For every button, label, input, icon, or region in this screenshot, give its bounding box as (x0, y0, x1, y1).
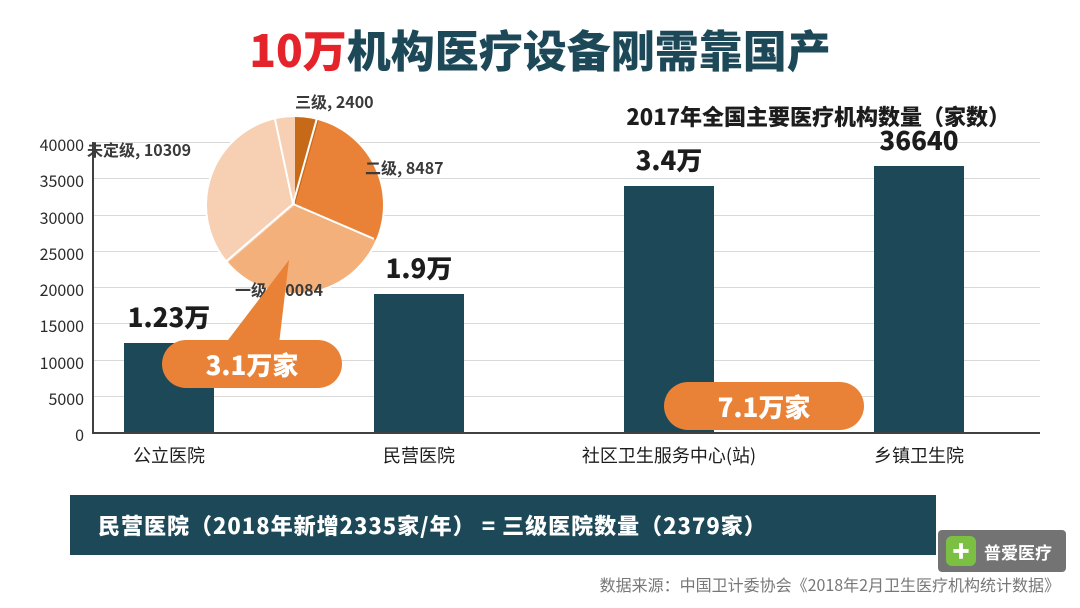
data-source: 数据来源：中国卫计委协会《2018年2月卫生医疗机构统计数据》 (600, 572, 1060, 596)
bar-value-label: 3.4万 (636, 141, 703, 178)
bar (374, 294, 464, 432)
page-title: 10万机构医疗设备刚需靠国产 (0, 16, 1080, 80)
y-tick-label: 35000 (24, 168, 84, 192)
pie-slice-label: 一级, 10084 (235, 277, 323, 301)
x-category-label: 乡镇卫生院 (874, 442, 964, 468)
callout-bubble: 3.1万家 (162, 340, 342, 388)
pie-slice-label: 未定级, 10309 (87, 137, 191, 161)
bar-value-label: 1.9万 (386, 249, 453, 286)
title-highlight: 10万 (249, 16, 347, 80)
y-tick-label: 40000 (24, 132, 84, 156)
watermark: ✚ 普爱医疗 (938, 530, 1066, 572)
watermark-text: 普爱医疗 (984, 539, 1052, 564)
watermark-icon: ✚ (946, 536, 976, 566)
x-category-label: 公立医院 (133, 442, 205, 468)
y-tick-label: 0 (24, 422, 84, 446)
y-tick-label: 10000 (24, 350, 84, 374)
y-tick-label: 5000 (24, 386, 84, 410)
summary-banner-text: 民营医院（2018年新增2335家/年） = 三级医院数量（2379家） (98, 509, 767, 541)
y-tick-label: 30000 (24, 205, 84, 229)
bar-value-label: 36640 (879, 121, 958, 158)
slide: { "colors": { "red": "#e4242a", "dark": … (0, 0, 1080, 608)
title-rest: 机构医疗设备刚需靠国产 (347, 16, 831, 80)
bar-value-label: 1.23万 (128, 298, 211, 335)
pie-slice-label: 三级, 2400 (295, 89, 374, 113)
y-tick-label: 25000 (24, 241, 84, 265)
x-category-label: 社区卫生服务中心(站) (582, 442, 756, 468)
pie-chart: 三级, 2400二级, 8487一级, 10084未定级, 10309 (205, 115, 381, 291)
y-tick-label: 20000 (24, 277, 84, 301)
x-category-label: 民营医院 (383, 442, 455, 468)
bar (874, 166, 964, 432)
callout-bubble: 7.1万家 (664, 382, 864, 430)
y-tick-label: 15000 (24, 313, 84, 337)
pie-slice-label: 二级, 8487 (365, 155, 444, 179)
summary-banner: 民营医院（2018年新增2335家/年） = 三级医院数量（2379家） (70, 495, 936, 555)
